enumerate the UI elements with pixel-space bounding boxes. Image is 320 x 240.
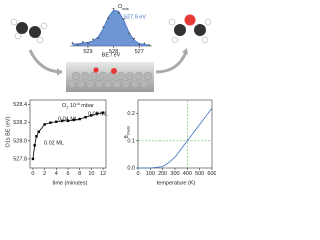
x-tick-label: 100 bbox=[146, 171, 155, 177]
x-axis-label: time (minutes) bbox=[53, 180, 88, 186]
x-tick-label: 6 bbox=[66, 171, 69, 177]
gas-unit: mbar bbox=[80, 103, 94, 109]
x-tick-label: 10 bbox=[88, 171, 94, 177]
line bbox=[138, 107, 213, 169]
x-tick-label: 529 bbox=[83, 49, 92, 55]
raw-point bbox=[117, 12, 120, 15]
y-axis-label: θOads bbox=[124, 126, 130, 139]
x-tick-label: 8 bbox=[78, 171, 81, 177]
y-tick-label: 0.2 bbox=[127, 111, 135, 117]
y-tick-label: 527.8 bbox=[13, 156, 27, 162]
x-tick-label: 4 bbox=[55, 171, 58, 177]
point bbox=[96, 112, 99, 115]
raw-point bbox=[122, 18, 125, 20]
plot-frame bbox=[29, 99, 107, 169]
x-tick-label: 300 bbox=[170, 171, 179, 177]
point bbox=[60, 119, 64, 123]
coverage-label: 0.02 ML bbox=[44, 140, 64, 146]
raw-point bbox=[133, 37, 135, 40]
raw-point bbox=[138, 43, 141, 46]
raw-point bbox=[71, 42, 74, 44]
raw-point bbox=[112, 7, 115, 10]
arrow bbox=[155, 51, 188, 74]
raw-point bbox=[76, 44, 79, 46]
raw-point bbox=[97, 37, 100, 39]
epoxide-molecule bbox=[168, 14, 212, 44]
y-tick-label: 528.4 bbox=[13, 102, 27, 108]
figure: Oads 527.9 eV BE / eV O2 10-6 mbar 0.02 … bbox=[5, 4, 216, 187]
point bbox=[49, 121, 52, 124]
x-tick-label: 200 bbox=[158, 171, 167, 177]
raw-point bbox=[81, 41, 84, 43]
x-tick-label: 500 bbox=[195, 171, 204, 177]
raw-point bbox=[107, 17, 110, 20]
gas-main: O bbox=[62, 103, 67, 109]
x-axis-label: BE / eV bbox=[102, 52, 121, 58]
x-tick-label: 528 bbox=[109, 49, 118, 55]
point bbox=[31, 157, 35, 161]
raw-point bbox=[87, 42, 89, 45]
y-tick-label: 528.2 bbox=[13, 120, 27, 126]
gas-sub: 2 bbox=[66, 105, 69, 110]
x-tick-label: 12 bbox=[100, 171, 106, 177]
raw-point bbox=[128, 32, 130, 35]
point bbox=[33, 144, 36, 147]
plot-frame bbox=[137, 99, 213, 169]
raw-point bbox=[92, 38, 94, 41]
gas-sup: -6 bbox=[76, 101, 80, 106]
point bbox=[35, 135, 38, 138]
coverage-label: 0.04 ML bbox=[58, 116, 78, 122]
x-tick-label: 600 bbox=[207, 171, 216, 177]
x-axis-label: temperature (K) bbox=[157, 180, 196, 186]
y-label-sub: Oads bbox=[126, 126, 131, 136]
peak-annotation: 527.9 eV bbox=[124, 14, 146, 20]
arrow-head bbox=[182, 48, 188, 55]
y-tick-label: 0.0 bbox=[127, 165, 135, 171]
point bbox=[66, 119, 70, 123]
point bbox=[78, 117, 81, 121]
raw-point bbox=[148, 44, 151, 47]
point bbox=[55, 120, 58, 123]
x-tick-label: 400 bbox=[183, 171, 192, 177]
gas-text: 10 bbox=[69, 103, 77, 109]
y-tick-label: 528.0 bbox=[13, 138, 27, 144]
peak-label: Oads bbox=[118, 4, 129, 11]
peak-sub: ads bbox=[122, 6, 128, 11]
gas-label: O2 10-6 mbar bbox=[62, 101, 94, 110]
surface bbox=[66, 62, 154, 92]
fit-area bbox=[72, 10, 150, 47]
point bbox=[84, 116, 87, 119]
peak-main: O bbox=[118, 4, 123, 10]
x-tick-label: 527 bbox=[135, 49, 144, 55]
point bbox=[90, 114, 93, 117]
x-tick-label: 0 bbox=[136, 171, 139, 177]
x-tick-label: 0 bbox=[31, 171, 34, 177]
arrow-head bbox=[57, 68, 62, 76]
point bbox=[43, 123, 46, 126]
fit-line bbox=[72, 9, 150, 46]
point bbox=[37, 130, 40, 133]
y-label-main: θ bbox=[124, 135, 130, 138]
y-axis-label: O1s BE (eV) bbox=[5, 116, 11, 147]
point bbox=[101, 111, 105, 114]
y-tick-label: 0.1 bbox=[127, 138, 135, 144]
x-tick-label: 2 bbox=[43, 171, 46, 177]
raw-point bbox=[102, 26, 105, 28]
point bbox=[72, 118, 76, 122]
raw-point bbox=[143, 42, 146, 45]
ethylene-molecule bbox=[10, 18, 48, 44]
